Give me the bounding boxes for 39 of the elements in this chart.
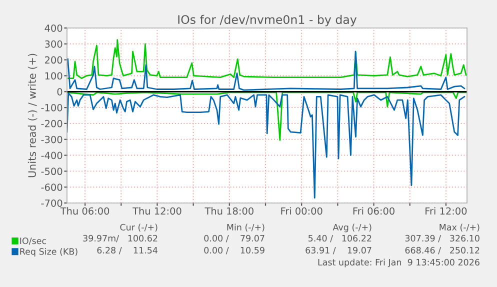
y-tick-label: -300 (41, 136, 62, 144)
text: Max (-/+) (440, 224, 480, 232)
legend-label: Req Size (KB) (20, 248, 78, 256)
line-series (68, 39, 467, 79)
text: Cur (-/+) (120, 224, 158, 232)
text: 63.91 / 19.07 (306, 246, 372, 254)
y-tick-label: -600 (41, 184, 62, 191)
text: Min (-/+) (227, 224, 264, 232)
x-tick-label: Fri 00:00 (281, 207, 322, 215)
text: 668.46 / 250.12 (405, 246, 480, 254)
line-series (67, 92, 467, 141)
y-tick-label: -700 (41, 199, 62, 207)
line-series (67, 50, 466, 91)
legend-label: IO/sec (20, 238, 46, 245)
text: 0.00 / 10.59 (204, 246, 264, 254)
y-tick-label: -500 (41, 168, 62, 176)
x-tick-label: Thu 18:00 (204, 207, 254, 215)
text: Last update: Fri Jan 9 13:45:00 2026 (318, 258, 480, 268)
x-tick-label: Thu 12:00 (132, 207, 182, 215)
x-tick-label: Fri 12:00 (426, 207, 467, 215)
text: 6.28 / 11.54 (97, 246, 158, 254)
y-tick-label: -100 (41, 104, 62, 112)
text: 307.39 / 326.10 (405, 234, 480, 242)
line-series (67, 92, 466, 199)
text: 5.40 / 106.22 (308, 234, 372, 242)
y-tick-label: 300 (45, 40, 62, 48)
text: 0.00 / 79.07 (204, 234, 264, 242)
chart-title: IOs for /dev/nvme0n1 - by day (178, 14, 357, 26)
y-tick-label: -400 (41, 152, 62, 160)
text: 39.97m/ 100.62 (83, 234, 158, 242)
y-tick-label: 100 (45, 72, 62, 80)
x-tick-label: Thu 06:00 (60, 207, 110, 215)
y-axis-title: Units read (-) / write (+) (28, 54, 38, 178)
y-tick-label: 200 (44, 56, 62, 64)
y-tick-label: 400 (44, 24, 62, 32)
y-tick-label: -200 (41, 120, 62, 128)
y-tick-label: 0 (57, 88, 62, 96)
x-tick-label: Fri 06:00 (353, 207, 394, 215)
text: Avg (-/+) (332, 224, 372, 232)
